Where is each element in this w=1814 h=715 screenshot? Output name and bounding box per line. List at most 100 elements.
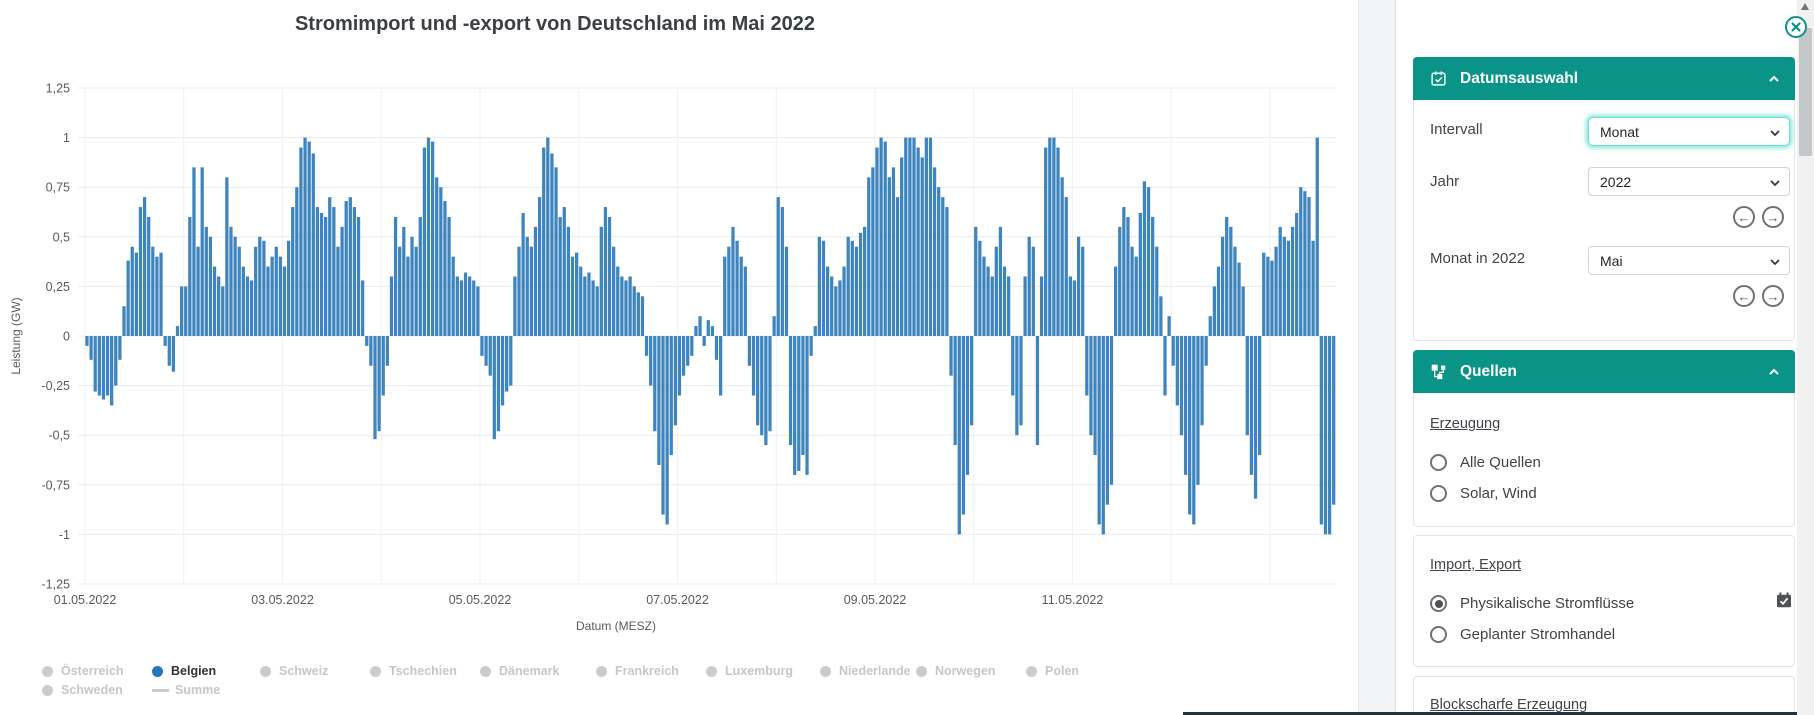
bar — [698, 316, 702, 336]
bar — [389, 276, 394, 336]
radio-icon[interactable] — [1430, 626, 1447, 643]
bar — [702, 336, 706, 346]
radio-label: Alle Quellen — [1460, 454, 1541, 471]
bar — [1290, 226, 1295, 336]
y-tick-label: -1,25 — [42, 578, 71, 592]
bar — [435, 177, 439, 336]
legend-item-tschechien[interactable]: Tschechien — [370, 664, 457, 678]
bar — [1216, 266, 1221, 336]
legend-label: Schweiz — [279, 664, 329, 678]
import-export-link[interactable]: Import, Export — [1430, 557, 1522, 573]
bar — [340, 226, 344, 336]
radio-icon[interactable] — [1430, 595, 1447, 612]
bar — [587, 272, 591, 336]
bar — [369, 336, 373, 366]
scroll-up-arrow-icon[interactable] — [1801, 3, 1809, 10]
calendar-filled-icon[interactable] — [1776, 592, 1792, 613]
bar — [1274, 246, 1278, 336]
bar — [208, 236, 213, 336]
bar — [949, 336, 953, 376]
intervall-select[interactable]: Monat — [1588, 117, 1790, 146]
bar — [476, 286, 480, 336]
intervall-value: Monat — [1600, 123, 1639, 140]
bar — [229, 226, 233, 336]
bar — [1089, 336, 1093, 436]
legend-item-belgien[interactable]: Belgien — [152, 664, 216, 678]
legend-item-frankreich[interactable]: Frankreich — [596, 664, 679, 678]
erzeugung-link[interactable]: Erzeugung — [1430, 416, 1501, 432]
legend-label: Schweden — [61, 683, 123, 697]
close-sidebar-button[interactable] — [1785, 16, 1807, 38]
radio-option-alle-quellen[interactable]: Alle Quellen — [1430, 447, 1541, 478]
legend-item-niederlande[interactable]: Niederlande — [820, 664, 911, 678]
legend-item-luxemburg[interactable]: Luxemburg — [706, 664, 793, 678]
bar — [451, 256, 455, 336]
bar — [1076, 236, 1081, 336]
bar — [286, 240, 291, 336]
bar — [932, 167, 937, 336]
bar — [262, 240, 266, 336]
bar — [299, 147, 303, 336]
bar — [1327, 336, 1332, 535]
legend-item-polen[interactable]: Polen — [1026, 664, 1079, 678]
legend-dot-marker — [706, 665, 717, 677]
monat-next-button[interactable]: → — [1762, 285, 1784, 307]
bar — [529, 246, 533, 336]
radio-option-physikalische-stromfl-sse[interactable]: Physikalische Stromflüsse — [1430, 588, 1634, 619]
bar — [188, 216, 192, 336]
legend-label: Tschechien — [389, 664, 457, 678]
bar — [607, 216, 612, 336]
x-tick-label: 05.05.2022 — [449, 593, 512, 607]
bar — [686, 336, 690, 366]
close-icon — [1791, 22, 1801, 32]
bar — [332, 207, 336, 336]
jahr-select[interactable]: 2022 — [1588, 167, 1790, 196]
monat-select[interactable]: Mai — [1588, 246, 1790, 275]
scrollbar-thumb[interactable] — [1799, 28, 1812, 156]
bar — [583, 276, 587, 336]
bar — [1258, 336, 1262, 456]
bar — [780, 207, 784, 336]
bar — [212, 266, 217, 336]
bar — [710, 326, 715, 336]
monat-prev-button[interactable]: ← — [1733, 285, 1755, 307]
radio-icon[interactable] — [1430, 485, 1447, 502]
radio-option-solar-wind[interactable]: Solar, Wind — [1430, 478, 1541, 509]
legend-dot-marker — [152, 665, 163, 677]
radio-icon[interactable] — [1430, 454, 1447, 471]
bar — [1225, 216, 1229, 336]
bar — [1105, 336, 1110, 505]
legend-item-schweiz[interactable]: Schweiz — [260, 664, 328, 678]
legend-item-d-nemark[interactable]: Dänemark — [480, 664, 559, 678]
legend-item-norwegen[interactable]: Norwegen — [916, 664, 995, 678]
legend-label: Norwegen — [935, 664, 996, 678]
jahr-next-button[interactable]: → — [1762, 206, 1784, 228]
scrollbar[interactable] — [1797, 0, 1814, 715]
bar — [751, 336, 756, 396]
blockscharfe-link[interactable]: Blockscharfe Erzeugung — [1430, 697, 1588, 713]
bars-series-belgien[interactable] — [85, 137, 1336, 535]
bar — [89, 336, 93, 360]
y-axis-title: Leistung (GW) — [9, 297, 23, 374]
bar — [649, 336, 653, 386]
bar — [953, 336, 957, 446]
jahr-prev-button[interactable]: ← — [1733, 206, 1755, 228]
legend-item-summe[interactable]: Summe — [152, 683, 220, 697]
bar — [743, 266, 747, 336]
bar — [352, 207, 357, 336]
monat-value: Mai — [1600, 252, 1623, 269]
legend-item--sterreich[interactable]: Österreich — [42, 664, 124, 678]
chevron-down-icon — [1770, 259, 1780, 266]
bar — [961, 336, 966, 515]
bar — [179, 286, 184, 336]
bar — [825, 266, 830, 336]
quellen-header[interactable]: Quellen — [1413, 350, 1795, 393]
bar — [1295, 212, 1299, 336]
radio-option-geplanter-stromhandel[interactable]: Geplanter Stromhandel — [1430, 619, 1634, 650]
bar — [1249, 336, 1254, 475]
intervall-label: Intervall — [1430, 121, 1483, 138]
bar — [941, 197, 945, 336]
datumsauswahl-header[interactable]: Datumsauswahl — [1413, 57, 1795, 100]
legend-item-schweden[interactable]: Schweden — [42, 683, 123, 697]
blockscharfe-card — [1413, 676, 1795, 715]
